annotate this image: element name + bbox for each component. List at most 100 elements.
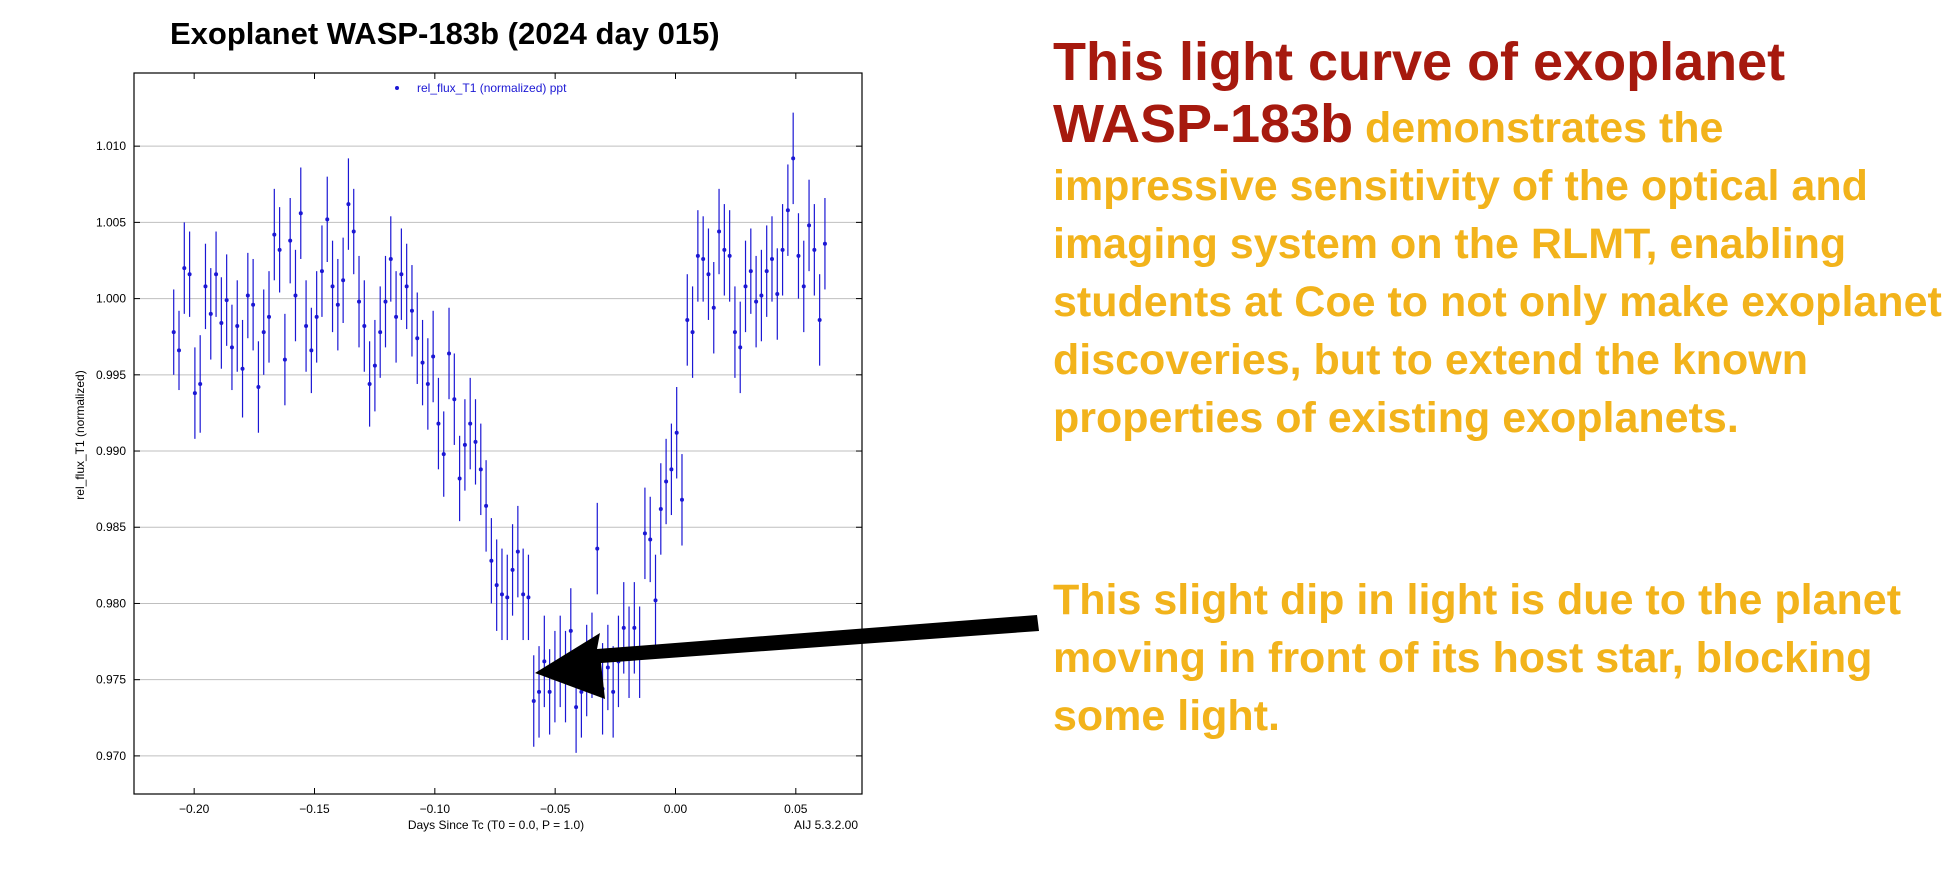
data-point (605, 624, 610, 711)
chart-title: Exoplanet WASP-183b (2024 day 015) (170, 16, 720, 51)
data-point (537, 646, 542, 738)
caption-lead: This light curve of exoplanet WASP-183b (1053, 32, 1786, 154)
data-point (431, 310, 436, 403)
data-point (679, 454, 684, 546)
point-marker (674, 430, 679, 435)
y-tick-label: 0.975 (96, 673, 126, 687)
point-marker (611, 689, 616, 694)
data-point (521, 548, 526, 641)
point-marker (574, 705, 579, 710)
point-marker (245, 293, 250, 298)
data-point (775, 248, 780, 340)
data-point (727, 210, 732, 302)
point-marker (457, 476, 462, 481)
point-marker (335, 302, 340, 307)
data-point (330, 240, 335, 333)
data-point (785, 164, 790, 256)
data-point (711, 262, 716, 354)
point-marker (346, 202, 351, 207)
y-axis-label: rel_flux_T1 (normalized) (73, 370, 87, 499)
data-point (171, 289, 176, 375)
point-marker (685, 317, 690, 322)
y-tick-label: 0.980 (96, 596, 126, 610)
point-marker (695, 253, 700, 258)
point-marker (309, 348, 314, 353)
data-point (314, 271, 319, 363)
point-marker (521, 592, 526, 597)
x-tick-label: −0.05 (540, 802, 571, 816)
point-marker (436, 421, 441, 426)
point-marker (658, 506, 663, 511)
arrow-shape (535, 615, 1039, 699)
data-point (452, 353, 457, 445)
data-point (293, 249, 298, 342)
data-point (738, 301, 743, 394)
point-marker (293, 293, 298, 298)
point-marker (494, 583, 499, 588)
data-point (807, 179, 812, 272)
x-axis-label: Days Since Tc (T0 = 0.0, P = 1.0) (408, 818, 584, 832)
point-marker (791, 156, 796, 161)
data-point (261, 289, 266, 375)
point-marker (208, 311, 213, 316)
data-point (272, 188, 277, 281)
point-marker (399, 272, 404, 277)
data-point (595, 502, 600, 595)
point-marker (277, 247, 282, 252)
data-point (764, 225, 769, 317)
point-marker (764, 269, 769, 274)
grid-layer (134, 145, 862, 757)
data-point (288, 197, 293, 284)
point-marker (468, 421, 473, 426)
data-point (277, 207, 282, 293)
data-point (801, 240, 806, 333)
data-point (235, 280, 240, 372)
point-marker (171, 330, 176, 335)
point-marker (378, 330, 383, 335)
data-point (372, 319, 377, 412)
data-point (219, 277, 224, 369)
data-point (505, 554, 510, 641)
point-marker (452, 397, 457, 402)
data-point (436, 377, 441, 470)
point-marker (372, 363, 377, 368)
point-marker (537, 689, 542, 694)
point-marker (229, 345, 234, 350)
data-point (494, 539, 499, 631)
data-point (473, 399, 478, 485)
data-point (409, 265, 414, 357)
point-marker (664, 479, 669, 484)
data-point (822, 197, 827, 290)
data-point (664, 438, 669, 525)
point-marker (738, 345, 743, 350)
point-marker (531, 699, 536, 704)
data-point (267, 271, 272, 363)
data-point (224, 254, 229, 346)
point-marker (394, 314, 399, 319)
point-marker (441, 452, 446, 457)
data-point (346, 158, 351, 250)
data-point (817, 274, 822, 366)
point-marker (605, 665, 610, 670)
data-point (182, 222, 187, 314)
point-marker (748, 269, 753, 274)
y-tick-label: 0.970 (96, 749, 126, 763)
data-point (695, 210, 700, 302)
data-point (759, 249, 764, 342)
x-tick-label: −0.10 (420, 802, 451, 816)
plot-frame (133, 72, 863, 795)
point-marker (812, 247, 817, 252)
data-point (642, 487, 647, 580)
point-marker (711, 305, 716, 310)
point-marker (325, 217, 330, 222)
data-point (208, 268, 213, 360)
x-tick-label: −0.20 (179, 802, 210, 816)
data-point (484, 460, 489, 552)
point-marker (251, 302, 256, 307)
data-point (717, 188, 722, 275)
data-point (383, 255, 388, 348)
y-tick-label: 1.010 (96, 139, 126, 153)
data-point (357, 255, 362, 348)
point-marker (542, 659, 547, 664)
point-marker (732, 330, 737, 335)
